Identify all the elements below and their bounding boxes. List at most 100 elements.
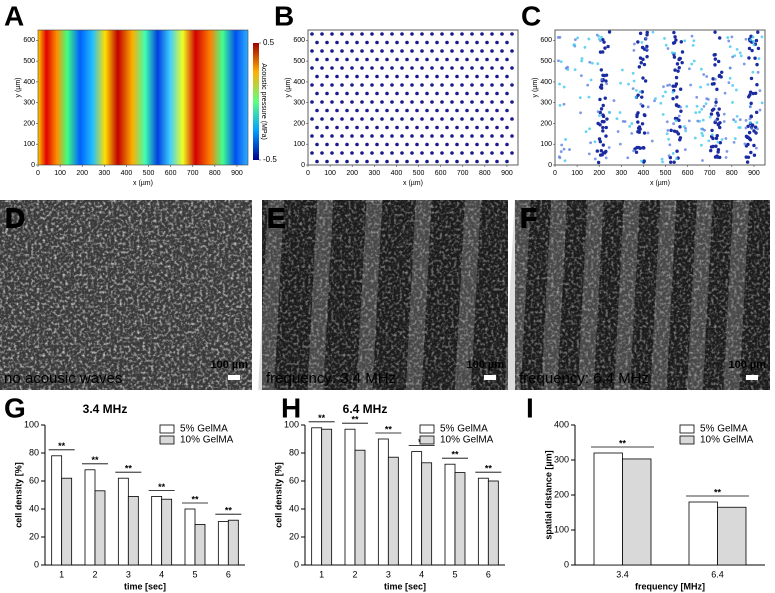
x-tick-label: 600 [165,170,177,177]
particle [370,83,374,87]
particle [587,37,591,41]
particle [310,100,314,104]
particle [410,117,414,121]
bar [184,508,196,566]
particle [370,151,374,155]
particle [687,119,691,123]
bar [84,469,96,566]
x-tick-label: 900 [748,170,760,177]
particle [475,108,479,113]
particle [598,153,603,157]
particle [485,125,489,130]
particle [695,95,699,99]
particle [749,101,753,106]
particle [663,37,666,40]
y-tick-label: 40 [289,503,299,513]
particle [425,125,429,130]
y-tick-label: 400 [540,79,552,86]
particle [662,85,665,89]
bar [217,521,229,566]
particle [632,149,636,153]
particle [668,160,673,164]
y-tick-label: 100 [554,524,569,534]
particle [690,62,694,66]
particle [580,59,584,63]
particle [440,32,444,36]
particle [420,83,424,87]
particle [634,150,639,154]
particle [676,132,681,136]
colorbar [253,43,259,160]
particle [315,57,319,62]
particle [495,57,499,62]
particle [490,134,494,138]
particle [330,32,334,36]
particle [480,117,484,121]
particle [677,57,681,62]
particle [713,155,718,159]
particle [589,78,593,82]
particle [589,141,592,145]
bar [487,480,499,566]
particle [410,66,414,70]
particle [490,66,494,70]
particle [714,119,718,122]
particle [475,40,479,45]
particle [505,57,509,62]
x-tick-label: 300 [98,170,110,177]
particle [385,142,389,147]
particle [410,32,414,36]
y-tick-label: 60 [289,475,299,485]
particle [710,108,715,112]
particle [480,32,484,36]
particle [711,136,715,141]
particle [756,127,759,131]
particle [593,140,597,144]
particle [603,96,607,100]
y-tick-label: 0 [31,162,35,169]
x-tick-label: 4 [419,569,424,579]
particle [678,87,683,91]
particle [588,60,592,64]
particle [405,142,409,147]
legend-label: 10% GelMA [440,435,494,446]
particle [355,108,359,113]
particle [605,117,609,121]
particle [706,83,710,86]
particle [641,145,645,150]
scale-bar [746,375,758,380]
particle [440,100,444,104]
particle [667,154,671,157]
particle [505,125,509,130]
x-axis-label: time [sec] [384,581,426,591]
particle [380,66,384,70]
particle [500,100,504,104]
particle [340,100,344,104]
particle [638,146,642,150]
particle [510,66,514,70]
particle [758,89,762,93]
particle [601,143,605,147]
particle [445,91,449,96]
particle [677,66,681,70]
particle [640,159,643,163]
particle [315,74,319,79]
particle [748,117,752,121]
x-tick-label: 400 [121,170,133,177]
particle [505,108,509,113]
particle [435,40,439,45]
y-tick-label: 300 [293,100,305,107]
particle [355,91,359,96]
particle [747,56,751,60]
particle [747,46,752,51]
particle [616,130,620,133]
particle [670,51,674,55]
particle [470,66,474,70]
panel-letter: A [4,0,24,31]
particle [646,105,650,109]
particle [460,100,464,104]
particle [510,100,514,104]
significance-label: ** [191,494,199,504]
particle [360,32,364,36]
particle [325,91,329,96]
